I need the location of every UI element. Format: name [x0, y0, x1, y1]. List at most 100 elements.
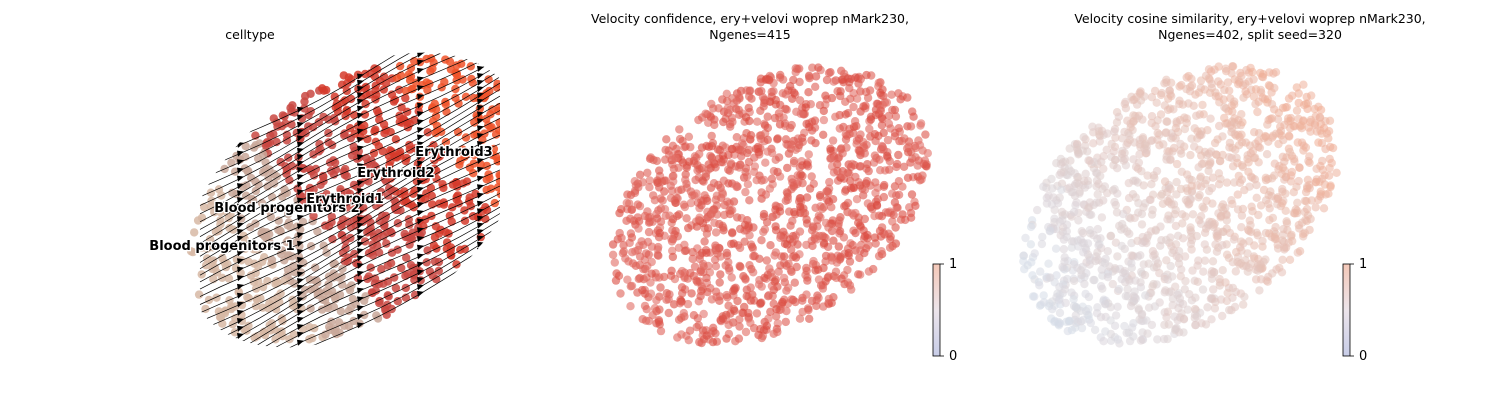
stream-arrow — [417, 119, 424, 126]
confidence-point — [782, 105, 791, 114]
cosine-point — [1252, 228, 1261, 237]
cosine-point — [1089, 139, 1098, 148]
cosine-point — [1169, 105, 1178, 114]
stream-arrow — [297, 284, 304, 291]
confidence-point — [644, 227, 654, 237]
confidence-point — [831, 267, 841, 276]
stream-arrow — [477, 50, 484, 57]
cosine-point — [1293, 138, 1302, 147]
cosine-point — [1218, 266, 1227, 275]
stream-arrow — [477, 133, 484, 140]
cosine-point — [1302, 197, 1311, 206]
confidence-point — [716, 158, 726, 167]
cosine-point — [1134, 158, 1144, 167]
cosine-point — [1113, 335, 1123, 344]
cell-point — [364, 177, 373, 186]
cosine-point — [1254, 142, 1263, 151]
cosine-point — [1321, 144, 1330, 154]
confidence-point — [739, 141, 748, 150]
confidence-point — [754, 87, 763, 97]
cosine-point — [1171, 282, 1180, 291]
confidence-point — [668, 141, 678, 150]
confidence-point — [809, 256, 818, 266]
stream-arrow — [477, 118, 484, 125]
cosine-point — [1213, 233, 1222, 242]
cosine-point — [1123, 285, 1132, 294]
confidence-point — [840, 202, 849, 211]
stream-arrow — [477, 72, 484, 79]
confidence-point — [802, 193, 812, 202]
cosine-point — [1227, 127, 1236, 137]
confidence-point — [712, 201, 722, 210]
cell-point — [289, 330, 298, 339]
confidence-point — [851, 73, 860, 82]
confidence-point — [633, 213, 642, 222]
confidence-point — [627, 281, 637, 291]
cosine-point — [1290, 157, 1299, 166]
stream-arrow — [477, 98, 484, 105]
cosine-point — [1113, 252, 1122, 261]
confidence-point — [633, 200, 642, 209]
cosine-point — [1199, 267, 1208, 276]
confidence-point — [702, 229, 712, 238]
confidence-point — [611, 276, 621, 285]
cosine-point — [1214, 62, 1223, 71]
confidence-point — [874, 78, 883, 88]
stream-arrow — [297, 331, 304, 338]
cell-point — [286, 222, 295, 232]
confidence-point — [795, 77, 804, 87]
confidence-point — [750, 251, 759, 261]
confidence-point — [755, 131, 764, 140]
stream-arrow — [357, 255, 364, 262]
stream-arrow — [297, 309, 304, 316]
confidence-point — [688, 247, 697, 257]
cosine-point — [1095, 130, 1104, 139]
stream-arrow — [357, 98, 364, 105]
cosine-point — [1291, 205, 1300, 214]
confidence-point — [877, 121, 887, 130]
cosine-point — [1077, 323, 1087, 333]
cell-point — [214, 226, 223, 236]
stream-arrow — [237, 309, 244, 316]
stream-arrow — [237, 371, 244, 378]
confidence-point — [684, 336, 693, 345]
cell-point — [324, 272, 334, 281]
confidence-point — [803, 276, 812, 285]
cosine-point — [1162, 75, 1171, 85]
cosine-point — [1120, 99, 1129, 109]
stream-arrow — [237, 159, 244, 166]
cosine-point — [1218, 241, 1227, 250]
cosine-point — [1137, 220, 1147, 229]
confidence-point — [875, 155, 884, 164]
confidence-point — [819, 130, 828, 139]
confidence-point — [692, 189, 701, 198]
stream-arrow — [477, 79, 484, 86]
confidence-point — [673, 232, 682, 241]
cell-point — [308, 333, 317, 343]
confidence-point — [847, 162, 856, 172]
cosine-point — [1112, 118, 1122, 127]
stream-arrow — [477, 241, 484, 248]
stream-arrow — [417, 154, 424, 161]
cosine-point — [1279, 135, 1288, 145]
confidence-point — [798, 296, 807, 305]
confidence-point — [920, 156, 930, 165]
confidence-point — [789, 159, 799, 168]
cell-point — [469, 169, 478, 178]
cell-point — [384, 292, 393, 301]
confidence-point — [760, 121, 770, 130]
confidence-point — [688, 254, 697, 264]
cosine-point — [1044, 259, 1053, 268]
cosine-point — [1150, 250, 1159, 259]
confidence-point — [866, 115, 876, 124]
cosine-point — [1203, 126, 1212, 135]
stream-arrow — [417, 93, 424, 100]
cosine-point — [1114, 285, 1124, 294]
confidence-point — [635, 260, 644, 270]
cosine-point — [1135, 140, 1144, 149]
cosine-point — [1177, 265, 1186, 274]
confidence-point — [638, 178, 647, 187]
stream-arrow — [297, 297, 304, 304]
confidence-point — [650, 196, 660, 205]
cosine-point — [1234, 171, 1243, 181]
